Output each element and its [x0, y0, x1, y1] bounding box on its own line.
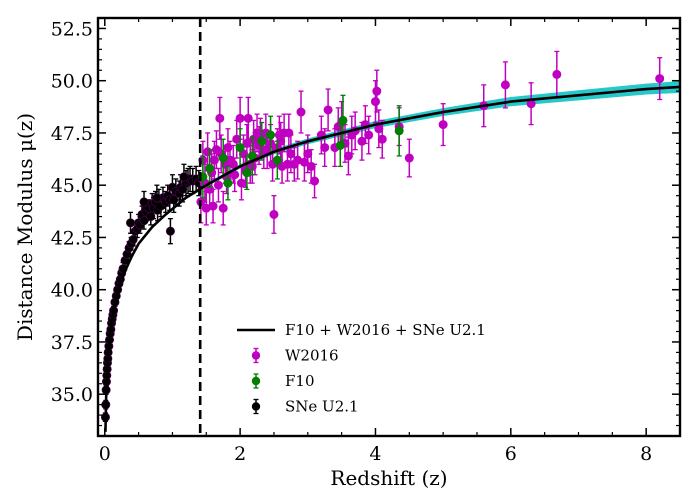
w2016-point — [209, 155, 219, 165]
fit-line-layer — [104, 85, 680, 432]
w2016-point — [320, 143, 330, 153]
legend: F10 + W2016 + SNe U2.1 W2016 F10 SNe U2.1 — [237, 321, 486, 416]
y-axis-label: Distance Modulus μ(z) — [13, 113, 37, 341]
w2016-point — [364, 130, 374, 140]
legend-sne-marker — [251, 402, 261, 411]
sne-point — [139, 197, 149, 207]
y-tick-label: 47.5 — [51, 123, 93, 145]
legend-fit-label: F10 + W2016 + SNe U2.1 — [285, 321, 486, 339]
sne-point — [179, 172, 189, 182]
f10-point — [235, 143, 245, 153]
fit-confidence-band — [105, 81, 680, 433]
confidence-band-layer — [105, 81, 680, 433]
f10-point — [266, 130, 276, 140]
data-points-layer — [100, 50, 665, 423]
plot-frame — [96, 16, 682, 438]
f10-point — [218, 153, 228, 163]
axes-layer: 0 2 4 6 8 35.0 37.5 40.0 42.5 45.0 47.5 50.0 52.5 — [51, 16, 682, 465]
w2016-point — [284, 128, 294, 138]
y-tick-label: 50.0 — [51, 71, 93, 93]
x-axis-label: Redshift (z) — [330, 466, 447, 490]
w2016-point — [377, 134, 387, 144]
w2016-point — [286, 149, 296, 159]
w2016-point — [218, 203, 228, 213]
w2016-point — [299, 157, 309, 167]
f10-point — [223, 178, 233, 188]
x-tick-label: 4 — [369, 443, 381, 465]
w2016-point — [323, 105, 333, 115]
legend-f10-marker — [251, 376, 261, 386]
w2016-point — [500, 80, 510, 90]
f10-point — [394, 126, 404, 136]
fit-line — [104, 85, 680, 432]
w2016-point — [213, 180, 223, 190]
sne-point — [152, 193, 162, 203]
sne-point — [165, 226, 175, 236]
y-tick-label: 40.0 — [51, 280, 93, 302]
x-tick-label: 6 — [505, 443, 517, 465]
w2016-point — [372, 86, 382, 96]
f10-point — [338, 115, 348, 125]
w2016-point — [223, 143, 233, 153]
y-tick-label: 37.5 — [51, 332, 93, 354]
series-w2016 — [196, 50, 665, 234]
w2016-point — [310, 176, 320, 186]
y-tick-label: 52.5 — [51, 18, 93, 40]
sne-point — [125, 218, 135, 228]
x-tick-label: 8 — [640, 443, 652, 465]
w2016-point — [303, 149, 313, 159]
f10-point — [205, 163, 215, 173]
w2016-point — [269, 209, 279, 219]
w2016-point — [208, 201, 218, 211]
legend-f10-label: F10 — [285, 372, 315, 390]
w2016-point — [215, 113, 225, 123]
legend-w2016-label: W2016 — [285, 347, 339, 365]
w2016-point — [655, 74, 665, 84]
f10-point — [257, 136, 267, 146]
w2016-point — [370, 97, 380, 107]
y-tick-label: 35.0 — [51, 384, 93, 406]
w2016-point — [552, 69, 562, 79]
sne-point — [128, 235, 138, 245]
w2016-point — [203, 147, 213, 157]
w2016-point — [243, 113, 253, 123]
legend-w2016-marker — [251, 351, 261, 360]
w2016-point — [296, 107, 306, 117]
f10-point — [242, 168, 252, 178]
w2016-point — [438, 120, 448, 130]
x-tick-label: 0 — [99, 443, 111, 465]
y-tick-label: 45.0 — [51, 175, 93, 197]
x-tick-label: 2 — [234, 443, 246, 465]
f10-point — [272, 155, 282, 165]
w2016-point — [235, 113, 245, 123]
w2016-point — [236, 178, 246, 188]
legend-sne-label: SNe U2.1 — [285, 398, 359, 416]
y-tick-label: 42.5 — [51, 227, 93, 249]
w2016-point — [404, 153, 414, 163]
